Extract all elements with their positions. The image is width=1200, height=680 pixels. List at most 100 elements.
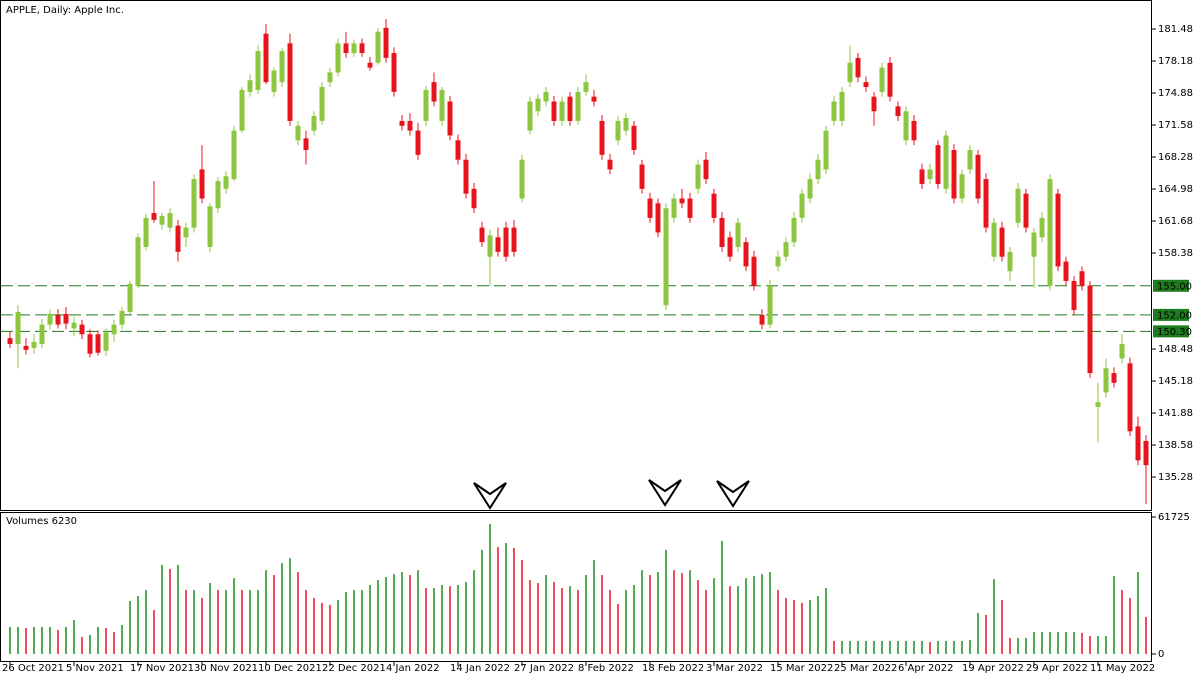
- arrow: [473, 482, 507, 510]
- candle-body: [535, 98, 541, 112]
- candle-body: [911, 120, 917, 141]
- candle-body: [919, 169, 925, 184]
- y-tick-label: 164.98: [1158, 184, 1193, 195]
- y-tick-label: 138.58: [1158, 440, 1193, 451]
- candle-body: [695, 164, 701, 189]
- x-tick-label: 8 Feb 2022: [578, 663, 634, 674]
- candle-body: [431, 82, 437, 102]
- candle-body: [631, 125, 637, 151]
- candle-body: [79, 324, 85, 335]
- candle-body: [735, 222, 741, 247]
- candle-body: [455, 140, 461, 160]
- candle-body: [623, 118, 629, 131]
- y-tick-label: 171.58: [1158, 120, 1193, 131]
- x-tick-label: 10 Dec 2021: [258, 663, 322, 674]
- candle-body: [975, 154, 981, 199]
- candle-body: [903, 111, 909, 141]
- candle-body: [1111, 373, 1117, 383]
- candle-body: [319, 86, 325, 121]
- candle-body: [719, 217, 725, 247]
- candle-body: [295, 125, 301, 141]
- candle-body: [863, 82, 869, 87]
- x-tick-label: 6 Apr 2022: [898, 663, 953, 674]
- candle-body: [87, 334, 93, 354]
- candle-body: [959, 174, 965, 199]
- x-tick-label: 26 Oct 2021: [2, 663, 64, 674]
- candle-body: [1143, 440, 1149, 466]
- x-tick-label: 29 Apr 2022: [1026, 663, 1088, 674]
- candle-body: [615, 120, 621, 141]
- level-label: 155.00: [1157, 281, 1192, 292]
- candle-body: [423, 89, 429, 121]
- candle-body: [663, 208, 669, 306]
- candle-body: [495, 237, 501, 252]
- candle-body: [767, 285, 773, 325]
- x-tick-label: 30 Nov 2021: [194, 663, 258, 674]
- candle-body: [191, 179, 197, 228]
- candle-body: [799, 193, 805, 218]
- volume-tick-label: 0: [1158, 649, 1164, 660]
- candle-body: [807, 179, 813, 199]
- candle-body: [503, 227, 509, 257]
- candle-body: [439, 89, 445, 121]
- candle-body: [943, 135, 949, 189]
- candle-body: [1095, 402, 1101, 408]
- y-tick-label: 158.38: [1158, 248, 1193, 259]
- arrow: [716, 480, 750, 508]
- candle-body: [383, 27, 389, 58]
- candle-body: [463, 159, 469, 194]
- candle-body: [487, 235, 493, 257]
- y-tick-label: 148.48: [1158, 344, 1193, 355]
- candle-body: [895, 106, 901, 117]
- x-tick-label: 4 Jan 2022: [386, 663, 440, 674]
- y-tick-label: 178.18: [1158, 56, 1193, 67]
- candle-body: [151, 213, 157, 220]
- candle-body: [175, 225, 181, 252]
- candle-body: [7, 338, 13, 344]
- candle-body: [103, 332, 109, 351]
- candle-body: [927, 169, 933, 180]
- y-tick-label: 174.88: [1158, 88, 1193, 99]
- candle-body: [231, 130, 237, 180]
- candle-body: [783, 242, 789, 257]
- candle-body: [279, 51, 285, 83]
- candle-body: [1103, 368, 1109, 393]
- candle-body: [343, 43, 349, 54]
- candle-body: [831, 101, 837, 121]
- x-tick-label: 5 Nov 2021: [66, 663, 124, 674]
- candle-body: [247, 80, 253, 92]
- candle-body: [447, 101, 453, 136]
- candle-body: [1015, 188, 1021, 223]
- candle-body: [183, 227, 189, 238]
- candle-body: [127, 283, 133, 312]
- candle-body: [1039, 217, 1045, 238]
- x-tick-label: 15 Mar 2022: [770, 663, 833, 674]
- level-badge: [1153, 308, 1189, 321]
- candle-body: [1127, 363, 1133, 432]
- candle-body: [751, 256, 757, 286]
- candle-body: [399, 120, 405, 126]
- y-tick-label: 161.68: [1158, 216, 1193, 227]
- candle-body: [887, 62, 893, 97]
- candle-body: [951, 150, 957, 199]
- candle-body: [823, 130, 829, 170]
- candle-body: [847, 62, 853, 83]
- candle-body: [335, 43, 341, 73]
- candle-body: [607, 159, 613, 170]
- candle-body: [1031, 232, 1037, 257]
- x-tick-label: 27 Jan 2022: [514, 663, 574, 674]
- candle-body: [375, 31, 381, 63]
- x-tick-label: 14 Jan 2022: [450, 663, 510, 674]
- candle-body: [855, 57, 861, 78]
- candle-body: [815, 159, 821, 180]
- candle-body: [39, 324, 45, 344]
- candle-body: [655, 203, 661, 233]
- candle-body: [1007, 251, 1013, 272]
- x-tick-label: 17 Nov 2021: [130, 663, 194, 674]
- volume-label: Volumes 6230: [6, 516, 77, 527]
- y-tick-label: 135.28: [1158, 472, 1193, 483]
- candle-body: [775, 256, 781, 267]
- level-badge: [1153, 325, 1189, 338]
- candle-body: [135, 237, 141, 286]
